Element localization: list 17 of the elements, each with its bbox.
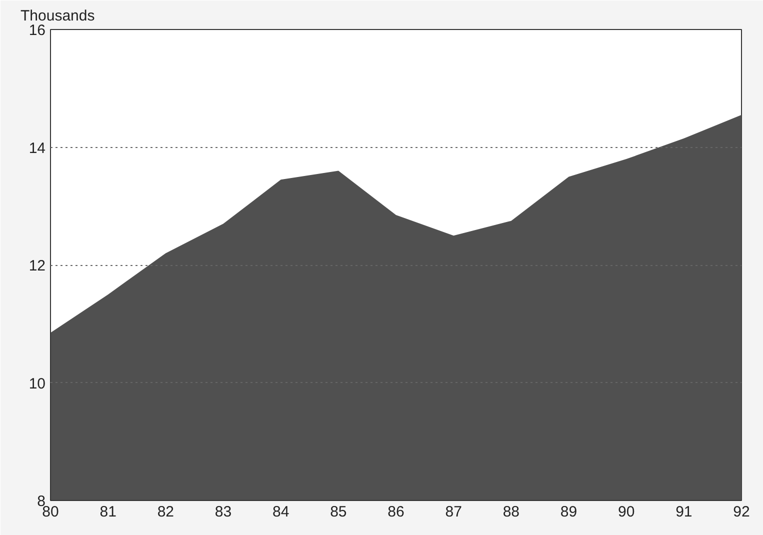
y-tick-label: 16 <box>28 22 46 39</box>
x-tick-label: 81 <box>100 504 116 520</box>
x-tick-label: 88 <box>502 504 520 520</box>
y-axis-title: Thousands <box>20 8 95 24</box>
x-tick-label: 87 <box>445 504 462 520</box>
x-tick-label: 91 <box>676 504 692 520</box>
x-tick-label: 92 <box>733 504 750 520</box>
y-tick-label: 12 <box>28 258 46 274</box>
x-tick-label: 90 <box>618 504 635 520</box>
x-tick-label: 82 <box>157 504 174 520</box>
x-tick-label: 86 <box>388 504 404 520</box>
x-tick-label: 85 <box>330 504 347 520</box>
x-tick-label: 84 <box>272 504 290 520</box>
y-tick-label: 10 <box>28 375 46 392</box>
x-tick-label: 89 <box>560 504 578 520</box>
x-tick-label: 83 <box>214 504 232 520</box>
y-tick-label: 14 <box>28 140 46 157</box>
